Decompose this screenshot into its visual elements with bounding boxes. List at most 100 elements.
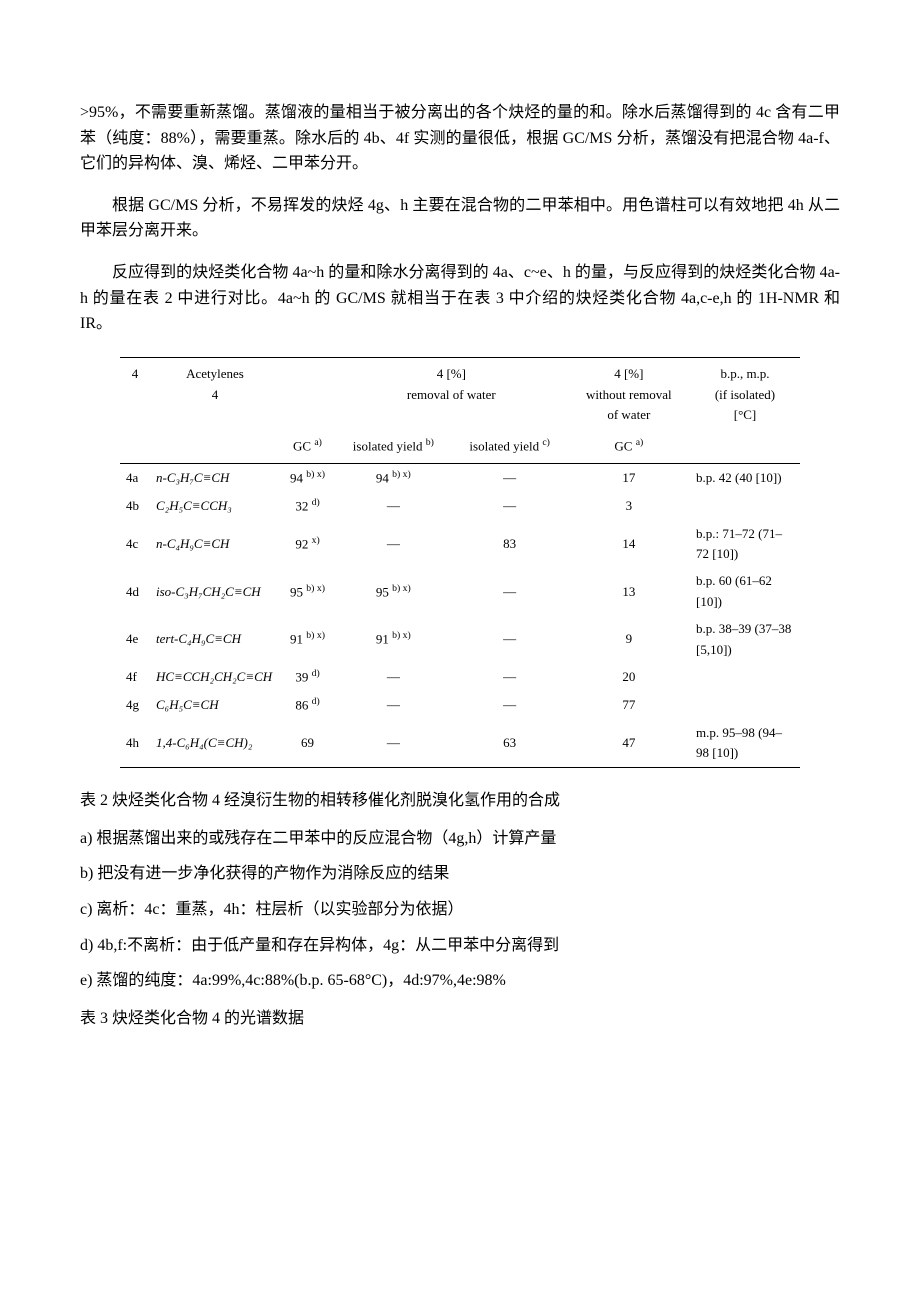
table-3-caption: 表 3 炔烃类化合物 4 的光谱数据 <box>80 1006 840 1032</box>
header-removal-line1: 4 [%] <box>437 366 466 381</box>
cell-formula: 1,4-C₆H₄(C≡CH)₂ <box>150 720 280 768</box>
cell-formula: n-C₄H₉C≡CH <box>150 521 280 569</box>
table-row: 4diso-C₃H₇CH₂C≡CH95 b) x)95 b) x)—13b.p.… <box>120 568 800 616</box>
header-bp-mp: b.p., m.p. (if isolated) [°C] <box>690 357 800 432</box>
cell-gc1: 32 d) <box>280 492 335 520</box>
cell-gc1: 95 b) x) <box>280 568 335 616</box>
cell-id: 4e <box>120 616 150 664</box>
cell-formula: C₆H₅C≡CH <box>150 691 280 719</box>
cell-gc2: 9 <box>568 616 690 664</box>
cell-gc2: 47 <box>568 720 690 768</box>
header-without-removal: 4 [%] without removal of water <box>568 357 690 432</box>
table-row: 4etert-C₄H₉C≡CH91 b) x)91 b) x)—9b.p. 38… <box>120 616 800 664</box>
note-a: a) 根据蒸馏出来的或残存在二甲苯中的反应混合物（4g,h）计算产量 <box>80 826 840 852</box>
cell-yield2: — <box>452 691 568 719</box>
cell-gc2: 3 <box>568 492 690 520</box>
cell-yield1: — <box>335 663 452 691</box>
header-bp-line2: (if isolated) <box>715 387 775 402</box>
cell-gc1: 86 d) <box>280 691 335 719</box>
cell-bp: b.p. 42 (40 [10]) <box>690 464 800 493</box>
cell-yield1: 94 b) x) <box>335 464 452 493</box>
cell-gc2: 14 <box>568 521 690 569</box>
table-2-caption: 表 2 炔烃类化合物 4 经溴衍生物的相转移催化剂脱溴化氢作用的合成 <box>80 788 840 814</box>
cell-id: 4h <box>120 720 150 768</box>
header-bp-line3: [°C] <box>734 407 757 422</box>
cell-bp: m.p. 95–98 (94–98 [10]) <box>690 720 800 768</box>
cell-gc2: 20 <box>568 663 690 691</box>
table-row: 4fHC≡CCH₂CH₂C≡CH39 d)——20 <box>120 663 800 691</box>
cell-bp <box>690 691 800 719</box>
header-id: 4 <box>120 357 150 432</box>
cell-bp <box>690 492 800 520</box>
note-b: b) 把没有进一步净化获得的产物作为消除反应的结果 <box>80 861 840 887</box>
subheader-gc-1: GC a) <box>280 432 335 464</box>
table-row: 4an-C₃H₇C≡CH94 b) x)94 b) x)—17b.p. 42 (… <box>120 464 800 493</box>
table-row: 4gC₆H₅C≡CH86 d)——77 <box>120 691 800 719</box>
header-bp-line1: b.p., m.p. <box>720 366 769 381</box>
subheader-yield2-text: isolated yield <box>469 438 539 453</box>
header-acetylenes-line1: Acetylenes <box>186 366 244 381</box>
header-acetylenes: Acetylenes 4 <box>150 357 280 432</box>
table-body: 4an-C₃H₇C≡CH94 b) x)94 b) x)—17b.p. 42 (… <box>120 464 800 768</box>
table-header-row-2: GC a) isolated yield b) isolated yield c… <box>120 432 800 464</box>
header-without-line3: of water <box>607 407 650 422</box>
table-header-row-1: 4 Acetylenes 4 4 [%] removal of water 4 … <box>120 357 800 432</box>
paragraph-2: 根据 GC/MS 分析，不易挥发的炔烃 4g、h 主要在混合物的二甲苯相中。用色… <box>80 193 840 244</box>
cell-gc1: 94 b) x) <box>280 464 335 493</box>
subheader-yield-2: isolated yield c) <box>452 432 568 464</box>
header-acetylenes-line2: 4 <box>212 387 219 402</box>
cell-yield2: — <box>452 492 568 520</box>
cell-gc1: 39 d) <box>280 663 335 691</box>
cell-yield2: — <box>452 616 568 664</box>
subheader-empty-3 <box>690 432 800 464</box>
subheader-empty-1 <box>120 432 150 464</box>
cell-yield1: — <box>335 492 452 520</box>
cell-yield1: — <box>335 691 452 719</box>
table-2-container: 4 Acetylenes 4 4 [%] removal of water 4 … <box>80 357 840 768</box>
cell-id: 4d <box>120 568 150 616</box>
subheader-gc2-sup: a) <box>636 437 644 448</box>
cell-gc2: 13 <box>568 568 690 616</box>
paragraph-3: 反应得到的炔烃类化合物 4a~h 的量和除水分离得到的 4a、c~e、h 的量，… <box>80 260 840 337</box>
cell-gc1: 92 x) <box>280 521 335 569</box>
cell-bp: b.p. 60 (61–62 [10]) <box>690 568 800 616</box>
note-c: c) 离析：4c：重蒸，4h：柱层析（以实验部分为依据） <box>80 897 840 923</box>
cell-gc1: 69 <box>280 720 335 768</box>
cell-id: 4f <box>120 663 150 691</box>
data-table: 4 Acetylenes 4 4 [%] removal of water 4 … <box>120 357 800 768</box>
cell-yield2: — <box>452 663 568 691</box>
header-removal-line2: removal of water <box>407 387 496 402</box>
subheader-yield2-sup: c) <box>542 437 550 448</box>
paragraph-1: >95%，不需要重新蒸馏。蒸馏液的量相当于被分离出的各个炔烃的量的和。除水后蒸馏… <box>80 100 840 177</box>
cell-formula: n-C₃H₇C≡CH <box>150 464 280 493</box>
cell-gc2: 77 <box>568 691 690 719</box>
subheader-gc1-text: GC <box>293 438 311 453</box>
cell-yield2: — <box>452 464 568 493</box>
header-removal-water: 4 [%] removal of water <box>335 357 568 432</box>
table-row: 4h1,4-C₆H₄(C≡CH)₂69—6347m.p. 95–98 (94–9… <box>120 720 800 768</box>
cell-formula: iso-C₃H₇CH₂C≡CH <box>150 568 280 616</box>
cell-bp <box>690 663 800 691</box>
header-spacer-1 <box>280 357 335 432</box>
cell-yield1: — <box>335 521 452 569</box>
cell-id: 4c <box>120 521 150 569</box>
cell-gc1: 91 b) x) <box>280 616 335 664</box>
table-row: 4bC₂H₅C≡CCH₃32 d)——3 <box>120 492 800 520</box>
subheader-empty-2 <box>150 432 280 464</box>
table-row: 4cn-C₄H₉C≡CH92 x)—8314b.p.: 71–72 (71–72… <box>120 521 800 569</box>
cell-id: 4b <box>120 492 150 520</box>
cell-yield1: 95 b) x) <box>335 568 452 616</box>
subheader-gc1-sup: a) <box>314 437 322 448</box>
cell-yield1: — <box>335 720 452 768</box>
cell-bp: b.p. 38–39 (37–38 [5,10]) <box>690 616 800 664</box>
cell-yield2: 63 <box>452 720 568 768</box>
header-without-line1: 4 [%] <box>614 366 643 381</box>
subheader-yield-1: isolated yield b) <box>335 432 452 464</box>
cell-formula: HC≡CCH₂CH₂C≡CH <box>150 663 280 691</box>
cell-formula: C₂H₅C≡CCH₃ <box>150 492 280 520</box>
note-d: d) 4b,f:不离析：由于低产量和存在异构体，4g：从二甲苯中分离得到 <box>80 933 840 959</box>
cell-id: 4g <box>120 691 150 719</box>
cell-id: 4a <box>120 464 150 493</box>
subheader-yield1-sup: b) <box>426 437 434 448</box>
subheader-gc-2: GC a) <box>568 432 690 464</box>
